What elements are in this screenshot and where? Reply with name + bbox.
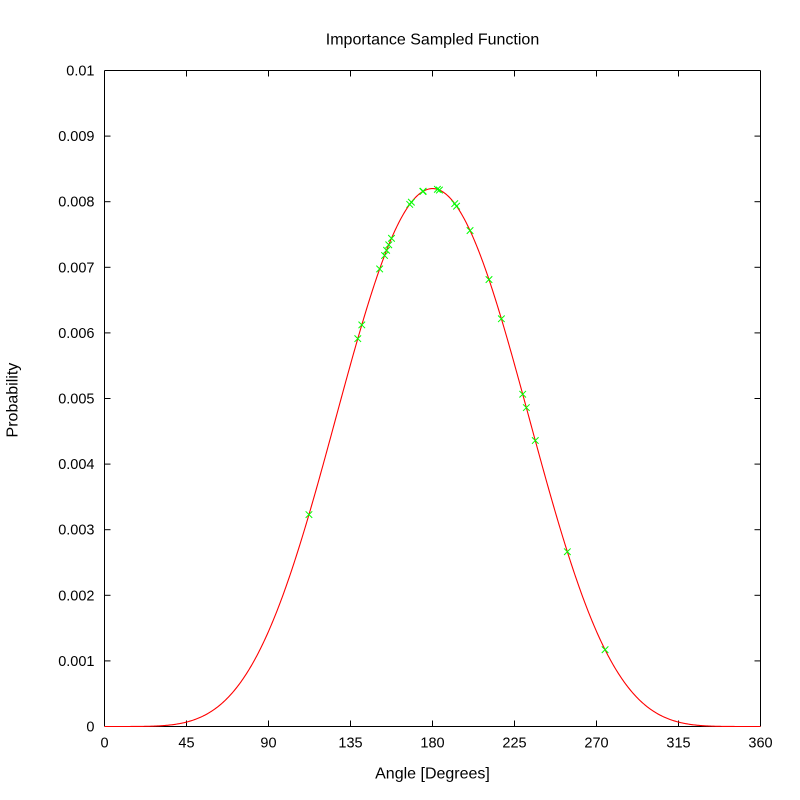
svg-text:0.003: 0.003 xyxy=(58,523,94,539)
svg-text:0.007: 0.007 xyxy=(58,260,94,276)
svg-text:0.001: 0.001 xyxy=(58,654,94,670)
svg-text:45: 45 xyxy=(178,736,194,752)
svg-text:180: 180 xyxy=(420,736,444,752)
svg-text:Probability: Probability xyxy=(5,363,22,438)
svg-text:0.005: 0.005 xyxy=(58,392,94,408)
svg-text:0: 0 xyxy=(86,720,94,736)
svg-text:0.008: 0.008 xyxy=(58,195,94,211)
svg-text:0.002: 0.002 xyxy=(58,588,94,604)
svg-text:90: 90 xyxy=(260,736,276,752)
svg-text:225: 225 xyxy=(502,736,526,752)
svg-text:0.01: 0.01 xyxy=(66,64,94,80)
svg-text:135: 135 xyxy=(338,736,362,752)
svg-text:0: 0 xyxy=(100,736,108,752)
svg-text:Angle [Degrees]: Angle [Degrees] xyxy=(375,766,490,783)
svg-text:270: 270 xyxy=(584,736,608,752)
svg-text:Importance Sampled Function: Importance Sampled Function xyxy=(326,32,539,49)
svg-text:0.006: 0.006 xyxy=(58,326,94,342)
svg-text:0.004: 0.004 xyxy=(58,457,94,473)
svg-text:315: 315 xyxy=(666,736,690,752)
svg-text:0.009: 0.009 xyxy=(58,129,94,145)
svg-text:360: 360 xyxy=(748,736,772,752)
